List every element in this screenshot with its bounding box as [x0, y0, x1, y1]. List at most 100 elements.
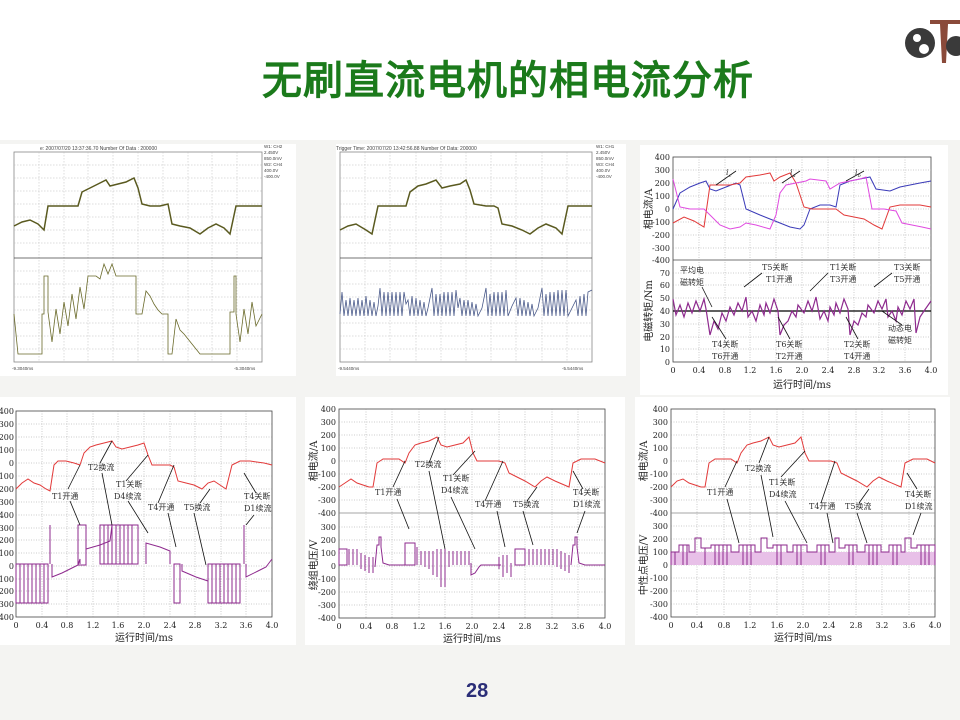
svg-text:1.2: 1.2 — [744, 621, 757, 630]
osc2-x-start: -9.5440ms — [338, 366, 360, 371]
svg-text:30: 30 — [660, 320, 670, 329]
svg-text:200: 200 — [0, 587, 14, 596]
simulation-chart-phase-voltage: 400 300 200 100 0 100 200 300 400 300 200 100 0 100 2… — [0, 397, 296, 645]
svg-text:200: 200 — [655, 179, 670, 188]
svg-text:300: 300 — [653, 418, 668, 427]
oscilloscope-panel-1: e: 2007/07/20 13:37:36.70 Number Of Data… — [0, 144, 296, 376]
svg-text:3.2: 3.2 — [873, 366, 886, 375]
svg-text:200: 200 — [0, 485, 14, 494]
svg-text:200: 200 — [0, 433, 14, 442]
svg-text:2.0: 2.0 — [796, 366, 809, 375]
svg-text:60: 60 — [660, 281, 670, 290]
xlabel-time-2: 运行时间/ms — [115, 631, 173, 644]
svg-text:300: 300 — [0, 600, 14, 609]
svg-text:300: 300 — [0, 498, 14, 507]
svg-text:4.0: 4.0 — [929, 621, 942, 630]
svg-text:-300: -300 — [318, 496, 336, 505]
osc1-header: e: 2007/07/20 13:37:36.70 Number Of Data… — [40, 146, 157, 152]
svg-text:ia: ia — [790, 168, 796, 179]
svg-text:T3关断: T3关断 — [894, 262, 920, 272]
oscilloscope-capture-1: e: 2007/07/20 13:37:36.70 Number Of Data… — [12, 144, 283, 371]
svg-text:2.8: 2.8 — [848, 366, 861, 375]
ylabel-current-4: 相电流/A — [637, 440, 650, 481]
svg-text:D1续流: D1续流 — [244, 503, 272, 513]
svg-text:300: 300 — [321, 418, 336, 427]
svg-text:2.8: 2.8 — [189, 621, 202, 630]
svg-text:0: 0 — [336, 622, 341, 631]
svg-text:T4关断: T4关断 — [573, 487, 599, 497]
svg-text:-200: -200 — [650, 587, 668, 596]
svg-text:-400: -400 — [650, 509, 668, 518]
svg-text:0: 0 — [663, 561, 668, 570]
svg-text:4.0: 4.0 — [266, 621, 279, 630]
svg-text:-100: -100 — [652, 218, 670, 227]
neutral-voltage-plot: 400 300 200 100 0 -100 -200 -300 -400 300 200 100 0… — [637, 405, 942, 644]
svg-text:0.4: 0.4 — [360, 622, 373, 631]
annot-avg-torque: 平均电 — [680, 265, 704, 275]
svg-text:T3开通: T3开通 — [830, 274, 856, 284]
svg-text:300: 300 — [655, 166, 670, 175]
osc2-legend-1: 2.450V — [596, 150, 610, 155]
svg-text:D4续流: D4续流 — [441, 485, 469, 495]
osc1-x-end: -5.3040ms — [234, 366, 256, 371]
svg-text:2.0: 2.0 — [797, 621, 810, 630]
svg-text:200: 200 — [0, 536, 14, 545]
svg-text:200: 200 — [653, 535, 668, 544]
svg-text:0: 0 — [13, 621, 18, 630]
osc2-legend-2: 850.0mV — [596, 156, 614, 161]
ylabel-neutral-voltage: 中性点电压/V — [637, 534, 650, 595]
svg-text:0: 0 — [331, 562, 336, 571]
svg-text:T2换流: T2换流 — [745, 463, 771, 473]
svg-text:0: 0 — [670, 366, 675, 375]
svg-text:100: 100 — [0, 575, 14, 584]
phase-voltage-plot: 400 300 200 100 0 100 200 300 400 300 200 100 0 100 2… — [0, 407, 279, 644]
svg-text:-200: -200 — [318, 588, 336, 597]
svg-text:0: 0 — [9, 459, 14, 468]
svg-text:-100: -100 — [318, 575, 336, 584]
svg-text:ic: ic — [726, 168, 732, 179]
svg-text:400: 400 — [321, 405, 336, 414]
svg-text:-400: -400 — [650, 613, 668, 622]
svg-text:20: 20 — [660, 333, 670, 342]
osc2-legend-4: 400.0V — [596, 168, 610, 173]
svg-text:1.2: 1.2 — [413, 622, 426, 631]
osc2-legend-3: W3: CH4 — [596, 162, 615, 167]
svg-text:0.8: 0.8 — [386, 622, 399, 631]
svg-text:T4开通: T4开通 — [475, 499, 501, 509]
svg-text:0.8: 0.8 — [718, 621, 731, 630]
osc1-x-start: -9.3040ms — [12, 366, 34, 371]
svg-text:2.0: 2.0 — [138, 621, 151, 630]
svg-text:D4续流: D4续流 — [769, 489, 797, 499]
svg-text:-400: -400 — [652, 256, 670, 265]
svg-text:-300: -300 — [318, 601, 336, 610]
osc1-legend-3: W2: CH4 — [264, 162, 283, 167]
svg-text:T6开通: T6开通 — [712, 351, 738, 361]
oscilloscope-capture-2: Trigger Time: 2007/07/20 13:42:56.88 Num… — [336, 144, 615, 371]
svg-text:400: 400 — [653, 405, 668, 414]
osc2-x-end: -5.5440ms — [562, 366, 584, 371]
svg-text:2.0: 2.0 — [466, 622, 479, 631]
svg-text:0: 0 — [665, 205, 670, 214]
svg-text:-300: -300 — [650, 600, 668, 609]
svg-text:100: 100 — [321, 444, 336, 453]
svg-text:-100: -100 — [650, 574, 668, 583]
osc1-legend-0: W1: CH2 — [264, 144, 283, 149]
osc1-legend-5: -400.0V — [264, 174, 280, 179]
svg-text:1.6: 1.6 — [771, 621, 784, 630]
slide-header-area — [0, 0, 960, 140]
simulation-chart-current-torque: 400 300 200 100 0 -100 -200 -300 -400 70 60 50 40 30… — [640, 145, 948, 395]
svg-text:磁转矩: 磁转矩 — [888, 335, 912, 345]
svg-text:2.4: 2.4 — [822, 366, 835, 375]
svg-text:T4关断: T4关断 — [244, 491, 270, 501]
svg-text:200: 200 — [321, 536, 336, 545]
svg-text:D1续流: D1续流 — [573, 499, 601, 509]
svg-text:1.2: 1.2 — [744, 366, 757, 375]
svg-text:-200: -200 — [650, 483, 668, 492]
svg-text:400: 400 — [0, 511, 14, 520]
svg-text:0: 0 — [663, 457, 668, 466]
svg-text:1.2: 1.2 — [87, 621, 100, 630]
svg-text:4.0: 4.0 — [599, 622, 612, 631]
svg-text:100: 100 — [0, 472, 14, 481]
svg-text:2.8: 2.8 — [519, 622, 532, 631]
